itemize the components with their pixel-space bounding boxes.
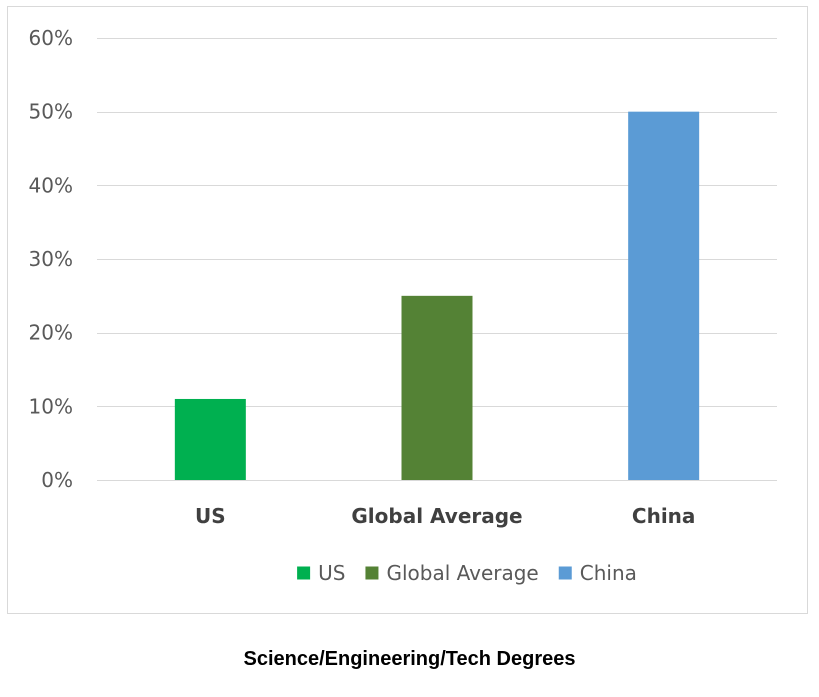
legend-label: China [580,561,637,585]
legend-swatch [297,566,311,580]
y-tick-label: 20% [29,321,73,345]
y-axis-tick-labels: 0% 10% 20% 30% 40% 50% 60% [29,26,73,492]
x-category-label: China [632,504,696,528]
y-tick-label: 30% [29,247,73,271]
x-category-label: Global Average [351,504,522,528]
y-tick-label: 0% [41,468,73,492]
legend: US Global Average China [297,561,637,585]
x-category-label: US [195,504,226,528]
bar-chart: 0% 10% 20% 30% 40% 50% 60% US Global Average Chi… [29,26,777,585]
y-tick-label: 40% [29,173,73,197]
legend-swatch [365,566,379,580]
bar-us [174,398,246,480]
y-tick-label: 10% [29,394,73,418]
legend-swatch [558,566,572,580]
chart-caption: Science/Engineering/Tech Degrees [243,648,576,670]
legend-label: US [318,561,345,585]
bars [174,111,700,481]
y-tick-label: 60% [29,26,73,50]
legend-label: Global Average [386,561,538,585]
bar-china [628,111,700,481]
y-tick-label: 50% [29,100,73,124]
bar-global-average [401,295,473,480]
x-axis-category-labels: US Global Average China [195,504,695,528]
